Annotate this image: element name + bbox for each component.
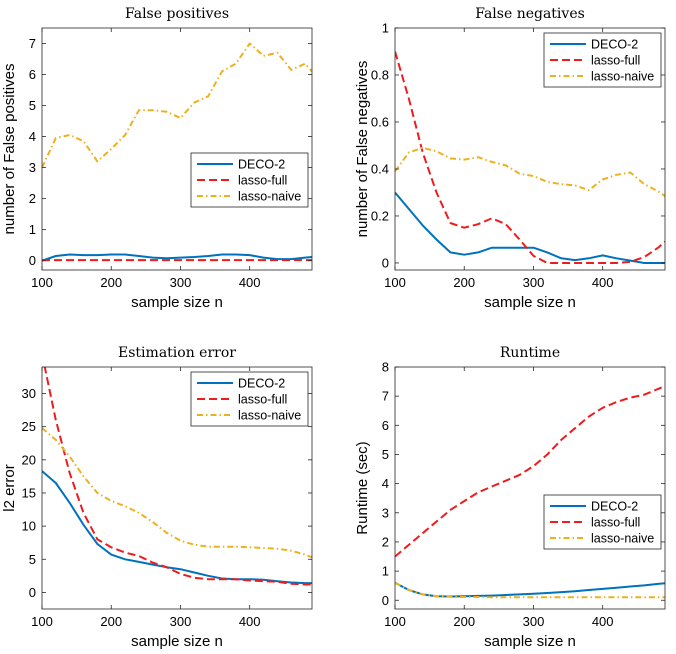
- y-tick-label: 8: [382, 360, 389, 375]
- y-tick-label: 7: [29, 36, 36, 51]
- x-tick-label: 100: [384, 614, 406, 629]
- x-tick-label: 200: [453, 614, 475, 629]
- series-line-lasso-naive: [42, 427, 312, 559]
- series-line-deco-2: [395, 581, 665, 598]
- legend: DECO-2 lasso-full lasso-naive: [543, 32, 662, 88]
- y-tick-label: 2: [382, 534, 389, 549]
- legend-label: lasso-naive: [238, 409, 301, 423]
- legend-label: lasso-naive: [238, 190, 301, 204]
- legend-label: lasso-naive: [591, 70, 654, 84]
- x-tick-label: 300: [523, 275, 545, 290]
- series-group: [395, 51, 665, 264]
- x-tick-label: 400: [239, 614, 261, 629]
- axes-frame: [41, 27, 313, 271]
- legend-label: lasso-full: [591, 54, 640, 68]
- x-tick-label: 300: [523, 614, 545, 629]
- y-tick-label: 0: [29, 253, 36, 268]
- y-tick-label: 5: [29, 552, 36, 567]
- x-tick-label: 200: [100, 275, 122, 290]
- chart-title: False negatives: [475, 6, 585, 22]
- x-axis-label: sample size n: [484, 633, 576, 650]
- x-tick-label: 300: [170, 275, 192, 290]
- x-tick-label: 100: [384, 275, 406, 290]
- axes-frame: [394, 366, 666, 610]
- y-tick-label: 1: [29, 222, 36, 237]
- legend: DECO-2 lasso-full lasso-naive: [543, 494, 662, 550]
- chart-runtime: 100 200 300 400 0 1 2 3 4 5 6 7 8 Runtime sample size …: [354, 345, 666, 650]
- legend-label: DECO-2: [591, 500, 638, 514]
- y-tick-label: 15: [22, 485, 36, 500]
- y-tick-label: 1: [382, 564, 389, 579]
- axes-frame: [41, 366, 313, 610]
- series-group: [42, 367, 312, 586]
- y-tick-label: 5: [29, 98, 36, 113]
- legend-label: DECO-2: [238, 377, 285, 391]
- y-tick-label: 6: [29, 67, 36, 82]
- x-tick-label: 200: [100, 614, 122, 629]
- x-tick-label: 400: [592, 614, 614, 629]
- chart-estimation-error: 100 200 300 400 0 5 10 15 20 25 30 Estimation error…: [1, 345, 313, 650]
- y-tick-label: 25: [22, 419, 36, 434]
- y-axis-label: l2 error: [1, 464, 18, 512]
- y-tick-label: 4: [29, 129, 36, 144]
- legend-label: lasso-full: [591, 516, 640, 530]
- legend-label: lasso-full: [238, 393, 287, 407]
- y-tick-label: 20: [22, 452, 36, 467]
- legend-label: lasso-naive: [591, 532, 654, 546]
- y-tick-label: 0: [382, 255, 389, 270]
- y-tick-label: 30: [22, 386, 36, 401]
- series-line-lasso-naive: [42, 42, 312, 169]
- chart-title: Estimation error: [118, 345, 236, 361]
- y-tick-label: 4: [382, 476, 389, 491]
- series-line-lasso-naive: [395, 146, 665, 197]
- legend-label: lasso-full: [238, 174, 287, 188]
- y-tick-label: 3: [382, 505, 389, 520]
- y-tick-label: 0: [382, 593, 389, 608]
- x-tick-label: 400: [592, 275, 614, 290]
- series-line-deco-2: [395, 191, 665, 264]
- series-group: [42, 42, 312, 262]
- x-tick-label: 300: [170, 614, 192, 629]
- y-tick-label: 2: [29, 191, 36, 206]
- legend: DECO-2 lasso-full lasso-naive: [190, 152, 309, 208]
- x-axis-label: sample size n: [131, 633, 223, 650]
- chart-title: False positives: [125, 6, 229, 22]
- x-tick-label: 100: [31, 275, 53, 290]
- x-tick-label: 200: [453, 275, 475, 290]
- chart-title: Runtime: [500, 345, 560, 361]
- y-tick-label: 0: [29, 585, 36, 600]
- legend: DECO-2 lasso-full lasso-naive: [190, 371, 309, 427]
- legend-label: DECO-2: [591, 38, 638, 52]
- y-tick-label: 5: [382, 447, 389, 462]
- x-axis-label: sample size n: [131, 294, 223, 311]
- y-tick-label: 10: [22, 519, 36, 534]
- series-line-deco-2: [42, 470, 312, 585]
- x-axis-label: sample size n: [484, 294, 576, 311]
- legend-label: DECO-2: [238, 158, 285, 172]
- y-tick-label: 1: [382, 21, 389, 36]
- chart-false-positives: 100 200 300 400 0 1 2 3 4 5 6 7 False positives sampl…: [1, 6, 313, 311]
- series-line-lasso-full: [395, 385, 665, 558]
- chart-false-negatives: 100 200 300 400 0 0.2 0.4 0.6 0.8 1 False negative…: [354, 6, 666, 311]
- series-line-lasso-full: [43, 367, 312, 586]
- axes-frame: [394, 27, 666, 271]
- y-tick-label: 3: [29, 160, 36, 175]
- series-line-lasso-full: [395, 51, 665, 264]
- series-line-lasso-naive: [395, 581, 665, 599]
- y-tick-label: 6: [382, 418, 389, 433]
- y-axis-label: number of False positives: [1, 64, 18, 235]
- y-tick-label: 0.6: [371, 114, 389, 129]
- y-tick-label: 7: [382, 389, 389, 404]
- y-tick-label: 0.2: [371, 208, 389, 223]
- y-axis-label: number of False negatives: [354, 61, 371, 238]
- y-axis-label: Runtime (sec): [354, 441, 371, 534]
- series-group: [395, 385, 665, 599]
- y-tick-label: 0.8: [371, 67, 389, 82]
- x-tick-label: 100: [31, 614, 53, 629]
- x-tick-label: 400: [239, 275, 261, 290]
- y-tick-label: 0.4: [371, 161, 389, 176]
- series-line-deco-2: [42, 253, 312, 262]
